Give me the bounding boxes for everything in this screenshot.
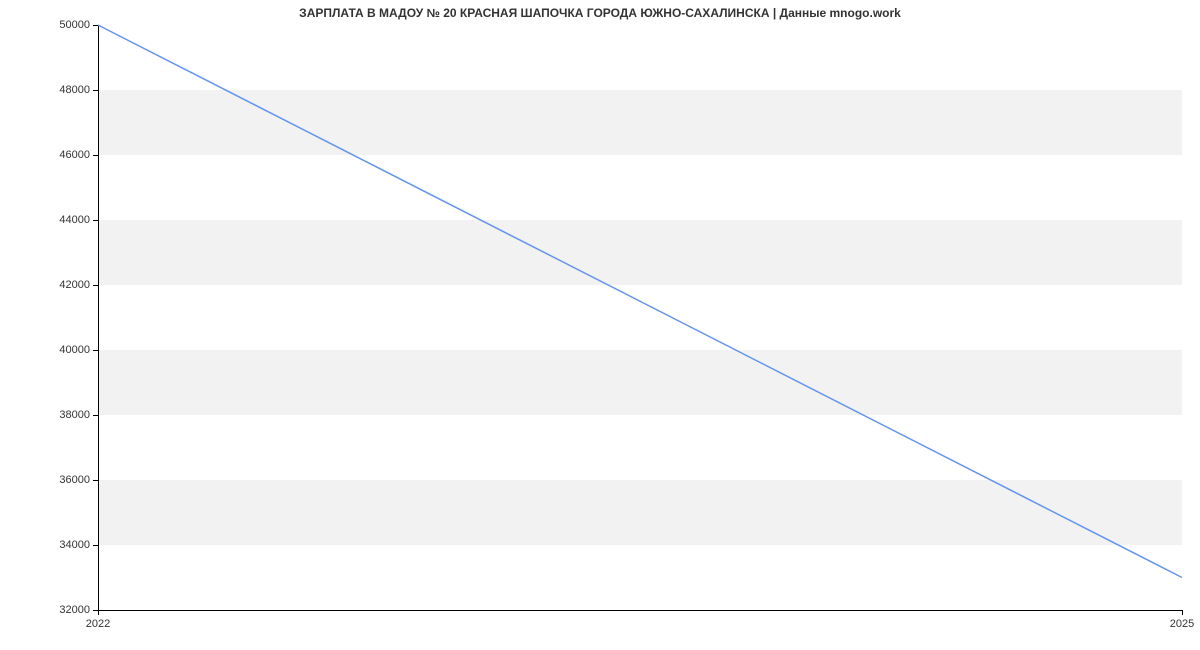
plot-area (98, 25, 1182, 610)
y-tick-label: 36000 (30, 474, 90, 486)
y-tick-label: 48000 (30, 84, 90, 96)
series-layer (98, 25, 1182, 610)
x-tick (1182, 610, 1183, 615)
y-tick-label: 42000 (30, 279, 90, 291)
y-tick-label: 32000 (30, 604, 90, 616)
x-tick-label: 2022 (86, 618, 110, 630)
y-tick-label: 44000 (30, 214, 90, 226)
series-line (98, 25, 1182, 578)
y-tick-label: 40000 (30, 344, 90, 356)
y-tick-label: 34000 (30, 539, 90, 551)
chart-container: ЗАРПЛАТА В МАДОУ № 20 КРАСНАЯ ШАПОЧКА ГО… (0, 0, 1200, 650)
chart-title: ЗАРПЛАТА В МАДОУ № 20 КРАСНАЯ ШАПОЧКА ГО… (0, 6, 1200, 20)
y-tick-label: 46000 (30, 149, 90, 161)
x-tick (98, 610, 99, 615)
x-tick-label: 2025 (1170, 618, 1194, 630)
y-tick-label: 50000 (30, 19, 90, 31)
x-axis (98, 610, 1182, 611)
y-tick-label: 38000 (30, 409, 90, 421)
